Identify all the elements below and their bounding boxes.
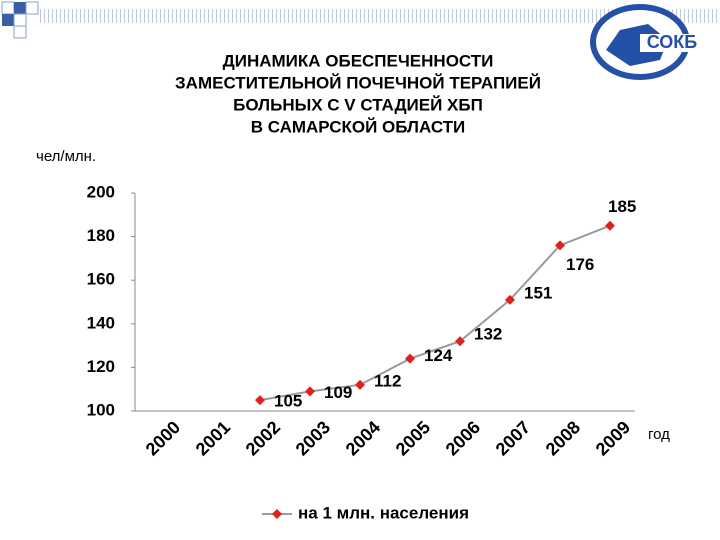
x-tick-label: 2006 — [442, 417, 484, 459]
y-tick-label: 100 — [87, 400, 115, 419]
y-tick-label: 180 — [87, 226, 115, 245]
y-tick-label: 140 — [87, 313, 115, 332]
y-tick-label: 120 — [87, 357, 115, 376]
chart-title: В САМАРСКОЙ ОБЛАСТИ — [251, 117, 466, 136]
data-label: 151 — [524, 283, 552, 302]
x-tick-label: 2003 — [292, 417, 334, 459]
corner-decor — [1, 1, 720, 39]
x-tick-label: 2001 — [192, 417, 234, 459]
data-label: 112 — [374, 371, 401, 390]
data-label: 176 — [566, 255, 594, 274]
x-tick-label: 2007 — [492, 417, 534, 459]
x-tick-label: 2005 — [392, 417, 434, 459]
logo-text: СОКБ — [647, 32, 698, 52]
series-line — [259, 224, 611, 402]
x-tick-label: 2002 — [242, 417, 284, 459]
x-tick-label: 2004 — [342, 417, 384, 459]
legend-marker — [272, 509, 282, 519]
y-tick-label: 160 — [87, 270, 115, 289]
chart-title: БОЛЬНЫХ С V СТАДИЕЙ ХБП — [233, 95, 483, 114]
marker — [305, 386, 315, 397]
chart-title: ДИНАМИКА ОБЕСПЕЧЕННОСТИ — [223, 51, 494, 70]
marker — [355, 379, 365, 390]
chart-title: ЗАМЕСТИТЕЛЬНОЙ ПОЧЕЧНОЙ ТЕРАПИЕЙ — [175, 73, 541, 92]
data-label: 105 — [274, 392, 302, 411]
y-axis-label: чел/млн. — [36, 148, 96, 165]
marker — [555, 240, 565, 251]
x-tick-label: 2000 — [142, 417, 184, 459]
y-tick-label: 200 — [87, 182, 115, 201]
x-axis-label: год — [648, 426, 670, 443]
legend-label: на 1 млн. населения — [298, 503, 469, 522]
marker — [505, 294, 515, 305]
data-label: 124 — [424, 346, 453, 365]
data-label: 132 — [474, 325, 502, 344]
data-label: 185 — [608, 197, 636, 216]
data-label: 109 — [324, 383, 352, 402]
x-tick-label: 2009 — [592, 417, 634, 459]
marker — [255, 395, 265, 406]
marker — [455, 336, 465, 347]
x-tick-label: 2008 — [542, 417, 584, 459]
logo: СОКБ — [590, 4, 720, 80]
marker — [405, 353, 415, 364]
marker — [605, 220, 615, 231]
